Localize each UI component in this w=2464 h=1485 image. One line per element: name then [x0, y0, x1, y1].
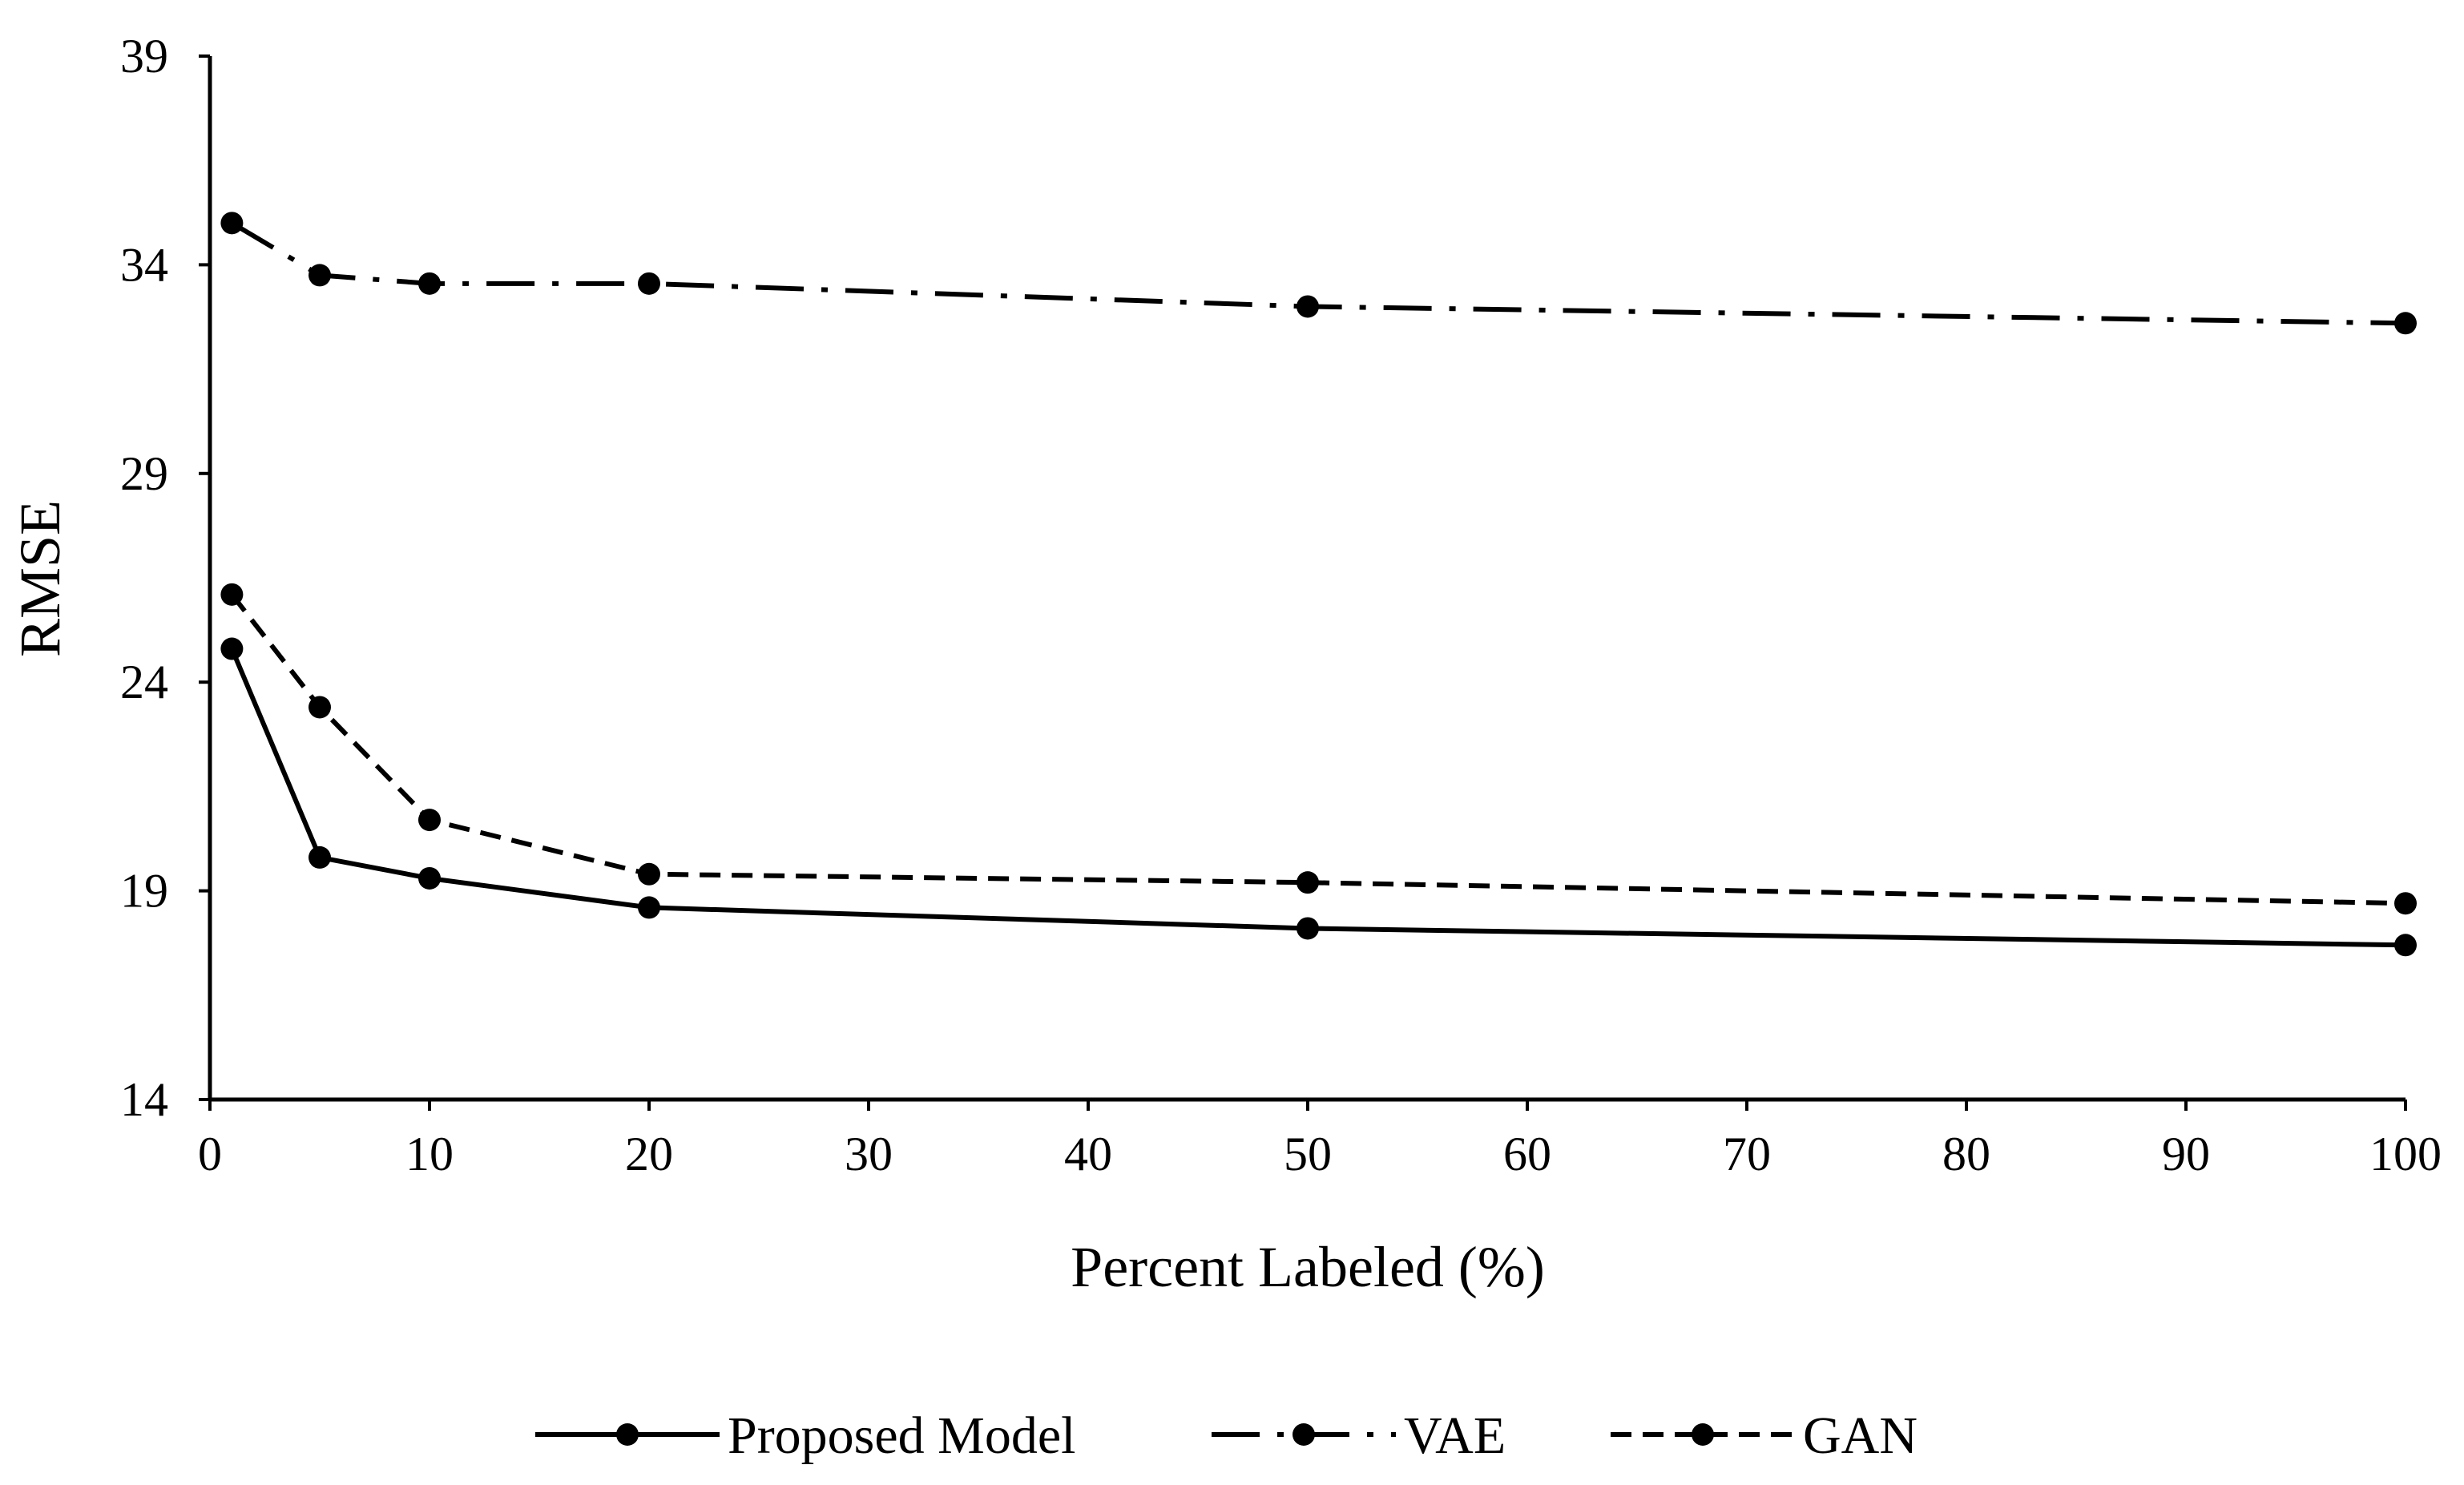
legend-item-proposed-model: Proposed Model — [535, 1406, 1075, 1465]
legend-swatch-marker — [1692, 1423, 1714, 1446]
y-tick-label: 14 — [120, 1073, 168, 1126]
series-proposed-model — [220, 637, 2417, 957]
legend-label: Proposed Model — [728, 1406, 1075, 1465]
data-point-proposed-model — [220, 637, 244, 660]
y-tick-label: 19 — [120, 865, 168, 918]
legend-swatch-marker — [1292, 1423, 1315, 1446]
y-tick-label: 34 — [120, 238, 168, 291]
data-point-gan — [220, 583, 244, 606]
legend-item-gan: GAN — [1611, 1406, 1918, 1465]
data-point-proposed-model — [2394, 934, 2417, 957]
x-tick-label: 100 — [2369, 1128, 2442, 1180]
y-axis-ticks: 14 19 24 29 34 39 — [120, 30, 210, 1126]
x-tick-label: 30 — [845, 1128, 893, 1180]
y-tick-label: 29 — [120, 447, 168, 500]
x-axis-ticks: 0 10 20 30 40 50 60 70 80 90 100 — [198, 1100, 2442, 1180]
series-line-gan — [230, 592, 2406, 906]
legend-item-vae: VAE — [1212, 1406, 1506, 1465]
x-tick-label: 10 — [405, 1128, 454, 1180]
data-point-gan — [638, 862, 660, 886]
x-tick-label: 90 — [2162, 1128, 2210, 1180]
data-point-proposed-model — [1297, 917, 1319, 940]
series-line-proposed-model — [229, 648, 2406, 948]
data-point-vae — [638, 272, 660, 295]
x-tick-label: 50 — [1284, 1128, 1332, 1180]
x-tick-label: 80 — [1942, 1128, 1990, 1180]
y-axis-title: RMSE — [8, 500, 72, 657]
data-point-gan — [309, 696, 331, 719]
x-tick-label: 70 — [1723, 1128, 1771, 1180]
data-point-proposed-model — [638, 896, 660, 919]
legend-label: GAN — [1803, 1406, 1918, 1465]
series-layer — [220, 212, 2417, 957]
series-vae — [220, 212, 2417, 335]
y-tick-label: 24 — [120, 656, 168, 708]
data-point-gan — [2394, 892, 2417, 915]
legend: Proposed Model VAE GAN — [535, 1406, 1918, 1465]
data-point-gan — [418, 809, 441, 832]
x-axis-title: Percent Labeled (%) — [1071, 1235, 1545, 1299]
plot-area: 14 19 24 29 34 39 0 10 20 30 40 50 60 70 80 90 100 — [120, 30, 2442, 1180]
data-point-proposed-model — [309, 845, 331, 869]
series-gan — [220, 583, 2417, 915]
data-point-proposed-model — [418, 866, 441, 890]
data-point-vae — [418, 272, 441, 295]
x-tick-label: 20 — [625, 1128, 673, 1180]
data-point-vae — [309, 264, 331, 287]
data-point-vae — [1297, 295, 1319, 318]
data-point-vae — [2394, 312, 2417, 335]
legend-swatch-marker — [616, 1423, 639, 1446]
x-tick-label: 40 — [1064, 1128, 1112, 1180]
x-tick-label: 60 — [1503, 1128, 1551, 1180]
y-tick-label: 39 — [120, 30, 168, 83]
data-point-gan — [1297, 871, 1319, 894]
data-point-vae — [220, 212, 244, 235]
legend-label: VAE — [1404, 1406, 1506, 1465]
x-tick-label: 0 — [198, 1128, 222, 1180]
series-line-vae — [230, 220, 2406, 326]
